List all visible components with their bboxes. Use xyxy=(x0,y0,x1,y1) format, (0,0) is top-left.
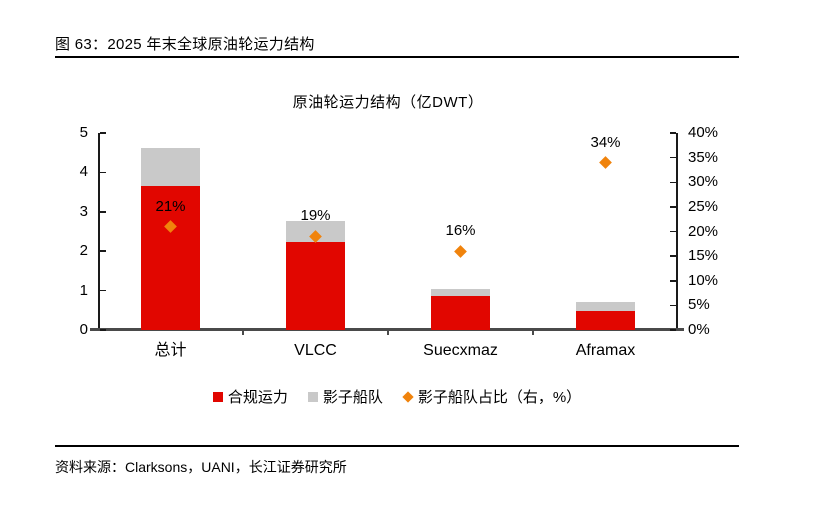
category-label: 总计 xyxy=(154,342,187,359)
left-axis-tick xyxy=(100,289,106,292)
legend-label: 影子船队占比（右，%） xyxy=(417,389,582,406)
legend: 合规运力 影子船队 影子船队占比（右，%） xyxy=(55,386,739,407)
right-axis-tick xyxy=(670,156,676,159)
legend-item-compliant-capacity: 合规运力 xyxy=(212,386,288,407)
right-axis-tick xyxy=(670,132,676,134)
source-text: 资料来源：Clarksons，UANI，长江证券研究所 xyxy=(55,459,347,475)
caption-rule xyxy=(55,56,739,58)
figure-caption: 图 63：2025 年末全球原油轮运力结构 xyxy=(55,36,315,53)
right-axis-tick xyxy=(670,280,676,282)
right-axis-tick-label: 25% xyxy=(688,197,719,215)
x-axis-tick xyxy=(532,330,534,335)
bar-shadow-fleet xyxy=(141,147,200,186)
shadow-ratio-marker xyxy=(599,156,612,169)
right-axis-tick-label: 10% xyxy=(688,271,719,289)
shadow-ratio-diamond-icon xyxy=(402,390,414,403)
shadow-ratio-value-label: 16% xyxy=(445,222,476,240)
left-axis-tick-label: 5 xyxy=(79,124,88,141)
right-axis-tick xyxy=(670,304,676,307)
left-axis-tick-label: 0 xyxy=(79,321,88,338)
left-axis-tick xyxy=(100,132,106,134)
compliant-capacity-swatch xyxy=(212,391,223,402)
shadow-fleet-swatch xyxy=(307,391,318,402)
shadow-ratio-marker xyxy=(454,244,467,258)
bar-compliant-capacity xyxy=(576,311,635,330)
right-axis-line xyxy=(676,133,678,330)
left-axis-tick xyxy=(100,211,106,213)
left-axis-tick xyxy=(100,171,106,174)
bar-shadow-fleet xyxy=(576,302,635,312)
left-axis-tick-label: 4 xyxy=(79,163,88,181)
bar-compliant-capacity xyxy=(431,296,490,330)
right-axis-tick-label: 30% xyxy=(688,173,719,191)
right-axis-tick-label: 5% xyxy=(688,296,710,314)
right-axis-tick-label: 15% xyxy=(688,247,719,265)
legend-label: 影子船队 xyxy=(322,389,383,406)
left-axis-tick xyxy=(100,329,106,331)
bar-compliant-capacity xyxy=(286,242,345,330)
category-label: Aframax xyxy=(575,342,636,359)
category-label: Suecxmaz xyxy=(423,342,498,359)
legend-label: 合规运力 xyxy=(227,389,288,406)
right-axis-tick-label: 20% xyxy=(688,222,719,240)
bottom-axis-line xyxy=(90,328,684,331)
shadow-ratio-value-label: 34% xyxy=(590,133,621,151)
chart-title: 原油轮运力结构（亿DWT） xyxy=(292,94,484,111)
right-axis-tick-label: 40% xyxy=(688,124,719,141)
right-axis-tick-label: 0% xyxy=(688,321,710,338)
legend-item-shadow-fleet: 影子船队 xyxy=(307,386,383,407)
x-axis-tick xyxy=(387,330,389,335)
plot-area: 5 4 3 2 1 0 40% 35% 30% 25% 20% 15% 10% 5% 0% 总计 21% VLCC… xyxy=(80,125,718,360)
bar-compliant-capacity xyxy=(141,185,200,330)
right-axis-tick xyxy=(670,230,676,233)
right-axis-tick xyxy=(670,181,676,183)
shadow-ratio-value-label: 21% xyxy=(155,197,186,215)
legend-item-shadow-ratio: 影子船队占比（右，%） xyxy=(402,386,582,407)
source-rule xyxy=(55,445,739,447)
left-axis-line xyxy=(98,133,100,330)
left-axis-tick xyxy=(100,250,106,252)
right-axis-tick xyxy=(670,329,676,331)
left-axis-tick-label: 3 xyxy=(79,202,88,220)
right-axis-tick xyxy=(670,255,676,257)
left-axis-tick-label: 1 xyxy=(79,281,88,299)
left-axis-tick-label: 2 xyxy=(79,242,88,260)
x-axis-tick xyxy=(242,330,244,335)
category-label: VLCC xyxy=(294,342,337,359)
right-axis-tick-label: 35% xyxy=(688,148,719,166)
bar-shadow-fleet xyxy=(431,289,490,297)
shadow-ratio-value-label: 19% xyxy=(300,207,331,225)
right-axis-tick xyxy=(670,206,676,208)
